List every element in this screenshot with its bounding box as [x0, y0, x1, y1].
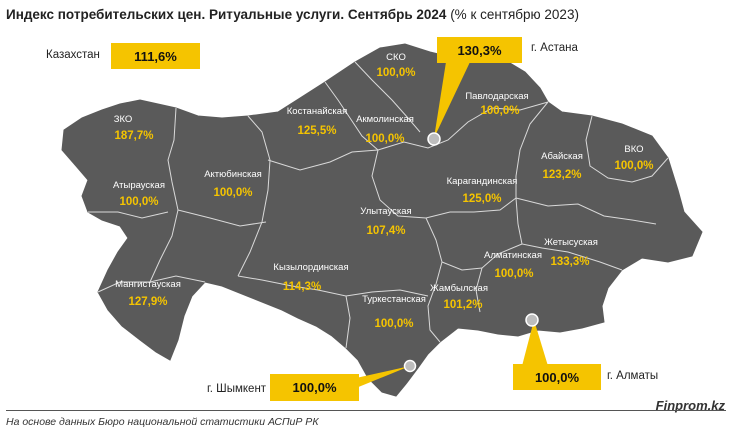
country-shape [61, 43, 703, 397]
region-value-akmola: 100,0% [365, 133, 404, 145]
region-name-zko: ЗКО [114, 114, 133, 125]
almaty-value-box: 100,0% [513, 364, 601, 390]
region-name-karaganda: Карагандинская [447, 176, 518, 187]
country-label: Казахстан [46, 49, 100, 61]
region-name-mangistau: Мангистауская [115, 279, 181, 290]
region-name-almaty-obl: Алматинская [484, 250, 542, 261]
region-name-atyrau: Атырауская [113, 180, 165, 191]
region-name-turkestan: Туркестанская [362, 294, 426, 305]
region-name-abay: Абайская [541, 151, 583, 162]
region-value-pavlodar: 100,0% [480, 105, 519, 117]
region-labels: СКО 100,0% Павлодарская 100,0% Костанайс… [113, 52, 653, 330]
region-value-almaty-obl: 100,0% [494, 268, 533, 280]
astana-value-box: 130,3% [437, 37, 522, 63]
region-name-akmola: Акмолинская [356, 114, 414, 125]
region-value-zhambyl: 101,2% [443, 299, 482, 311]
country-value-box: 111,6% [111, 43, 200, 69]
almaty-label: г. Алматы [607, 370, 659, 382]
region-name-aktobe: Актюбинская [204, 169, 262, 180]
region-name-zhetysu: Жетысуская [544, 237, 598, 248]
astana-dot [427, 132, 441, 146]
brand-logo: Finprom.kz [655, 398, 725, 413]
almaty-dot [525, 313, 539, 327]
shymkent-dot [403, 359, 417, 373]
region-name-vko: ВКО [624, 144, 643, 155]
shymkent-label: г. Шымкент [207, 383, 267, 395]
region-value-atyrau: 100,0% [119, 196, 158, 208]
region-name-pavlodar: Павлодарская [465, 91, 528, 102]
almaty-callout-pointer [522, 320, 548, 366]
region-value-zhetysu: 133,3% [550, 256, 589, 268]
region-value-turkestan: 100,0% [374, 318, 413, 330]
region-name-kostanay: Костанайская [287, 106, 347, 117]
region-value-zko: 187,7% [114, 130, 153, 142]
region-borders [88, 61, 669, 349]
region-value-kyzylorda: 114,3% [283, 281, 321, 293]
shymkent-callout-pointer [356, 366, 410, 388]
footer-divider [6, 410, 726, 411]
region-name-kyzylorda: Кызылординская [273, 262, 348, 273]
astana-label: г. Астана [531, 42, 578, 54]
region-value-ulytau: 107,4% [366, 225, 405, 237]
shymkent-value-box: 100,0% [270, 374, 359, 401]
region-name-sko: СКО [386, 52, 406, 63]
region-value-mangistau: 127,9% [128, 296, 167, 308]
chart-title: Индекс потребительских цен. Ритуальные у… [6, 7, 579, 22]
region-value-karaganda: 125,0% [462, 193, 501, 205]
region-value-kostanay: 125,5% [297, 125, 336, 137]
region-value-vko: 100,0% [614, 160, 653, 172]
region-name-ulytau: Улытауская [360, 206, 411, 217]
source-note: На основе данных Бюро национальной стати… [6, 416, 319, 428]
region-value-aktobe: 100,0% [213, 187, 252, 199]
region-value-sko: 100,0% [376, 67, 415, 79]
region-name-zhambyl: Жамбылская [430, 283, 488, 294]
region-value-abay: 123,2% [542, 169, 581, 181]
astana-callout-pointer [434, 62, 470, 138]
